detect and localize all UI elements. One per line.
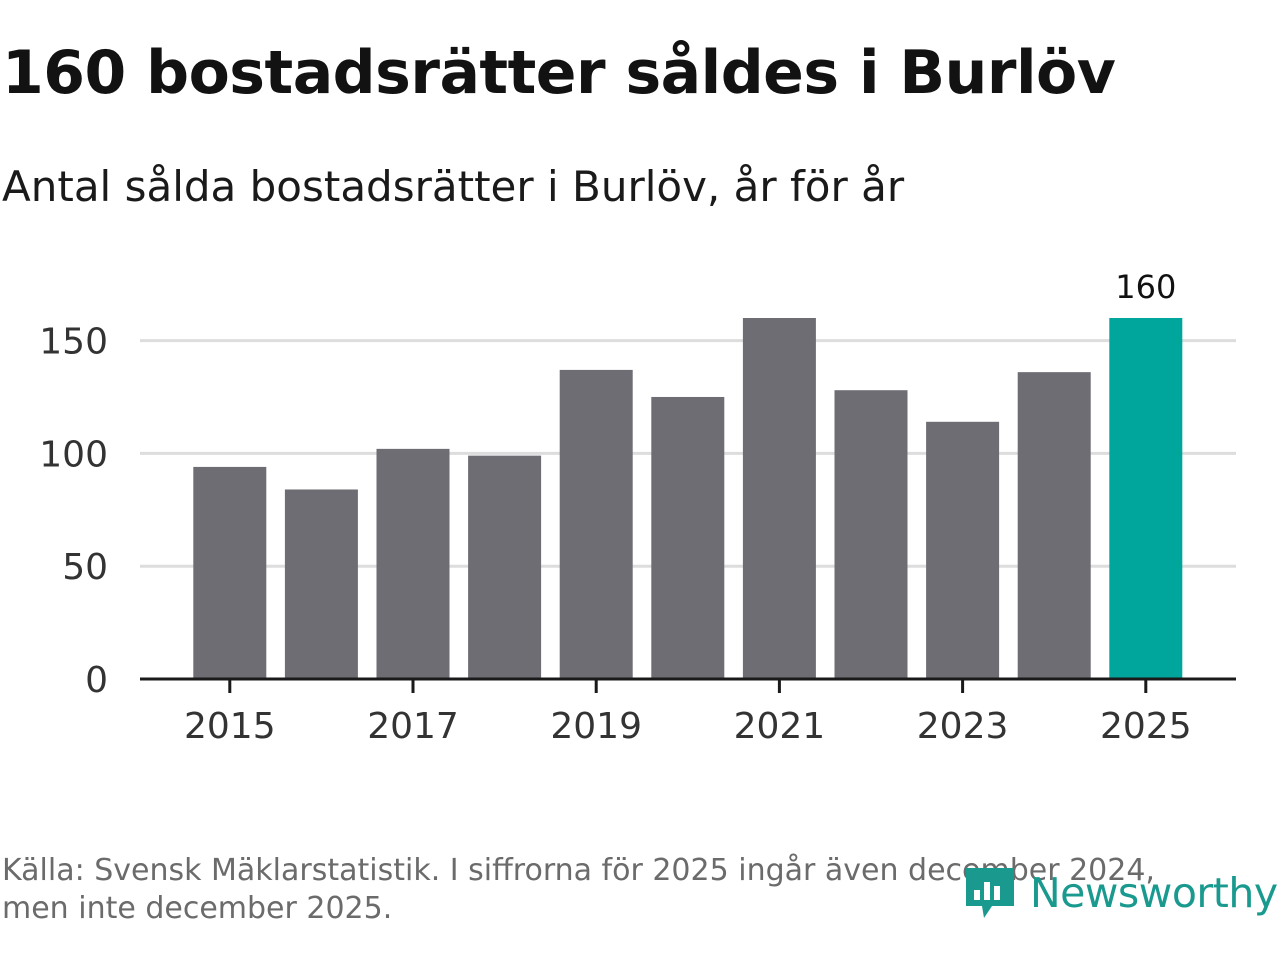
bar-2023 [926, 421, 1000, 679]
source-note-line-1: Källa: Svensk Mäklarstatistik. I siffror… [2, 853, 1155, 888]
chart-title: 160 bostadsrätter såldes i Burlöv [2, 38, 1116, 108]
bar-2019 [559, 369, 633, 679]
bar-2018 [468, 455, 542, 679]
x-axis-labels: 2015 2017 2019 2021 2023 2025 [184, 706, 1192, 747]
data-labels: 160 [1115, 268, 1176, 306]
bar-2017 [376, 448, 450, 679]
bars [193, 318, 1183, 679]
x-tick-label: 2021 [734, 706, 826, 747]
source-note-line-2: men inte december 2025. [2, 891, 393, 926]
y-tick-label: 50 [62, 547, 108, 588]
brand-name: Newsworthy [1030, 869, 1278, 917]
bar-2015 [193, 466, 267, 679]
bar-2024 [1017, 372, 1091, 679]
bar-2021 [742, 318, 816, 679]
x-tick-label: 2023 [917, 706, 1009, 747]
x-axis [140, 677, 1236, 693]
y-axis-labels: 0 50 100 150 [39, 322, 108, 701]
source-note: Källa: Svensk Mäklarstatistik. I siffror… [2, 852, 1222, 928]
brand-logo: Newsworthy [962, 862, 1278, 924]
bar-2025 [1109, 318, 1183, 679]
y-tick-label: 100 [39, 434, 108, 475]
x-tick-label: 2015 [184, 706, 276, 747]
bar-2020 [651, 396, 725, 679]
y-tick-label: 150 [39, 322, 108, 363]
y-tick-label: 0 [85, 660, 108, 701]
chart-subtitle: Antal sålda bostadsrätter i Burlöv, år f… [2, 162, 905, 211]
bar-2016 [284, 489, 358, 679]
data-label: 160 [1115, 268, 1176, 306]
newsworthy-logo-icon [966, 868, 1014, 918]
x-tick-label: 2025 [1100, 706, 1192, 747]
x-tick-label: 2019 [550, 706, 642, 747]
x-tick-label: 2017 [367, 706, 459, 747]
bar-2022 [834, 390, 908, 679]
